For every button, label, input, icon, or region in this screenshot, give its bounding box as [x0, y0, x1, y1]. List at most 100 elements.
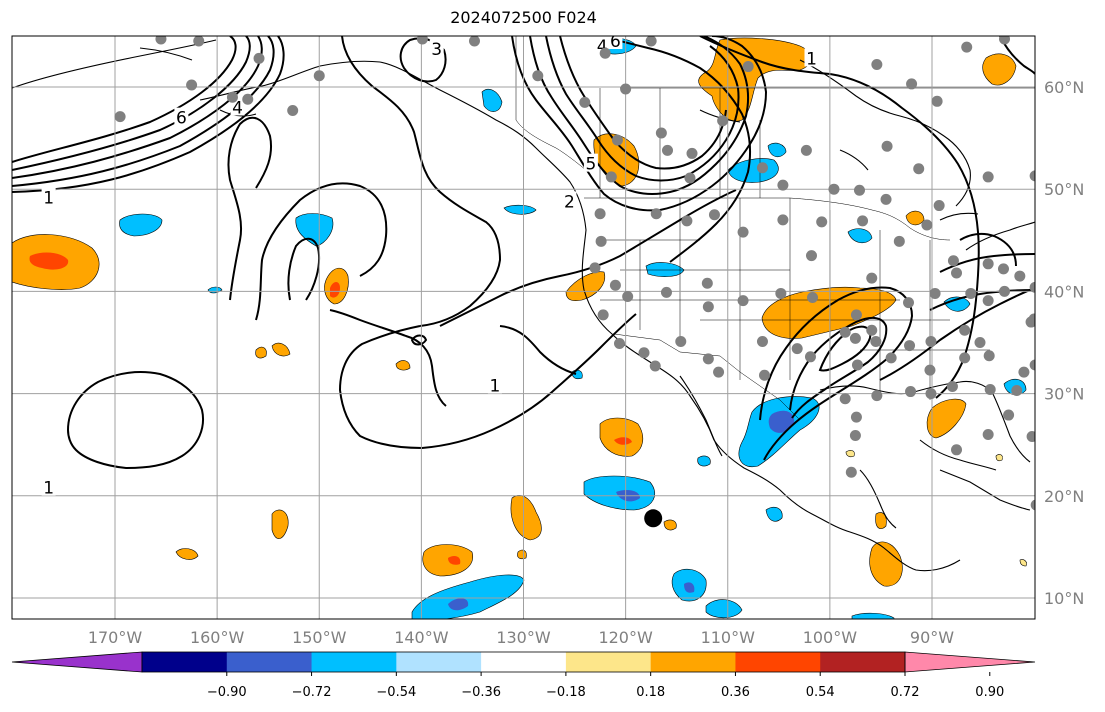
station-marker	[982, 171, 994, 183]
anomaly-positive-region	[271, 342, 291, 357]
latitude-tick-label: 30°N	[1044, 385, 1084, 404]
station-marker	[800, 144, 812, 156]
station-marker	[880, 193, 892, 205]
station-marker	[925, 335, 937, 347]
station-marker	[701, 277, 713, 289]
station-marker	[982, 428, 994, 440]
longitude-tick-label: 120°W	[598, 628, 653, 647]
station-marker	[416, 36, 428, 45]
station-marker	[947, 255, 959, 267]
anomaly-strong-positive-region	[330, 282, 340, 298]
anomaly-positive-region	[875, 512, 887, 529]
longitude-tick-label: 110°W	[701, 628, 756, 647]
station-marker	[870, 335, 882, 347]
station-marker	[650, 208, 662, 220]
station-marker	[649, 360, 661, 372]
station-marker	[850, 411, 862, 423]
colorbar-tick-label: 0.36	[721, 685, 750, 700]
longitude-tick-label: 100°W	[803, 628, 858, 647]
colorbar-tick-label: −0.54	[376, 685, 416, 700]
station-marker	[742, 61, 754, 73]
station-marker	[777, 214, 789, 226]
station-marker	[983, 350, 995, 362]
anomaly-positive-region	[982, 53, 1017, 86]
anomaly-positive-region	[255, 346, 267, 359]
station-marker	[1025, 316, 1035, 328]
station-marker	[997, 263, 1009, 275]
anomaly-positive-region	[845, 450, 855, 458]
station-marker	[645, 36, 657, 47]
contour-line	[255, 182, 388, 321]
station-marker	[589, 262, 601, 274]
station-marker	[929, 287, 941, 299]
contour-label: 5	[585, 155, 596, 175]
station-marker	[805, 250, 817, 262]
station-marker	[756, 162, 768, 174]
station-marker	[924, 364, 936, 376]
contour-label: 1	[43, 479, 54, 499]
country-border	[613, 333, 801, 421]
colorbar-segment	[820, 652, 906, 672]
station-marker	[999, 285, 1011, 297]
station-marker	[661, 144, 673, 156]
station-marker	[921, 219, 933, 231]
contour-label: 1	[43, 188, 54, 208]
contour-line	[559, 36, 727, 170]
map-frame	[11, 35, 1036, 620]
anomaly-positive-region	[599, 417, 644, 457]
station-marker	[708, 209, 720, 221]
station-marker	[737, 226, 749, 238]
station-marker	[857, 215, 869, 227]
station-marker	[866, 272, 878, 284]
anomaly-positive-region	[565, 271, 606, 302]
anomaly-negative-region	[503, 204, 537, 215]
colorbar-segment	[735, 652, 821, 672]
station-marker	[1062, 338, 1073, 349]
anomaly-positive-region	[395, 360, 411, 371]
station-marker	[849, 430, 861, 442]
coastline	[819, 380, 1031, 463]
latitude-tick-label: 10°N	[1044, 589, 1084, 608]
anomaly-negative-region	[571, 369, 583, 380]
anomaly-negative-region	[697, 455, 711, 467]
coastline-layer	[12, 39, 1035, 572]
station-marker	[114, 111, 126, 123]
station-marker	[982, 258, 994, 270]
contour-label-background	[583, 153, 598, 172]
station-marker	[681, 215, 693, 227]
longitude-tick-label: 130°W	[496, 628, 551, 647]
contour-line	[338, 313, 637, 450]
anomaly-positive-region	[995, 454, 1003, 462]
station-marker	[226, 91, 238, 103]
contour-line	[545, 36, 740, 182]
colorbar-segment	[142, 652, 228, 672]
contour-label-background	[174, 107, 189, 126]
contour-label: 6	[176, 109, 187, 129]
colorbar-outline	[141, 651, 906, 673]
station-marker	[597, 309, 609, 321]
contour-line	[329, 309, 447, 407]
colorbar-tick-label: 0.54	[806, 685, 835, 700]
latitude-tick-label: 60°N	[1044, 78, 1084, 97]
station-marker	[1068, 254, 1079, 265]
anomaly-negative-region	[851, 612, 895, 619]
anomaly-positive-region	[510, 495, 542, 541]
station-marker	[1018, 366, 1030, 378]
station-marker	[468, 36, 480, 47]
country-border	[515, 36, 587, 171]
anomaly-positive-region	[1019, 559, 1027, 567]
station-marker	[871, 59, 883, 71]
station-marker	[849, 332, 861, 344]
station-marker	[1011, 385, 1023, 397]
station-marker	[791, 343, 803, 355]
colorbar-extend-high	[904, 651, 1036, 673]
anomaly-strong-positive-region	[448, 556, 461, 565]
colorbar-tick-label: 0.72	[891, 685, 920, 700]
contour-line	[12, 36, 237, 163]
station-marker	[756, 335, 768, 347]
station-marker	[684, 172, 696, 184]
storm-center-marker	[644, 509, 663, 528]
station-marker	[871, 390, 883, 402]
station-marker	[931, 95, 943, 107]
